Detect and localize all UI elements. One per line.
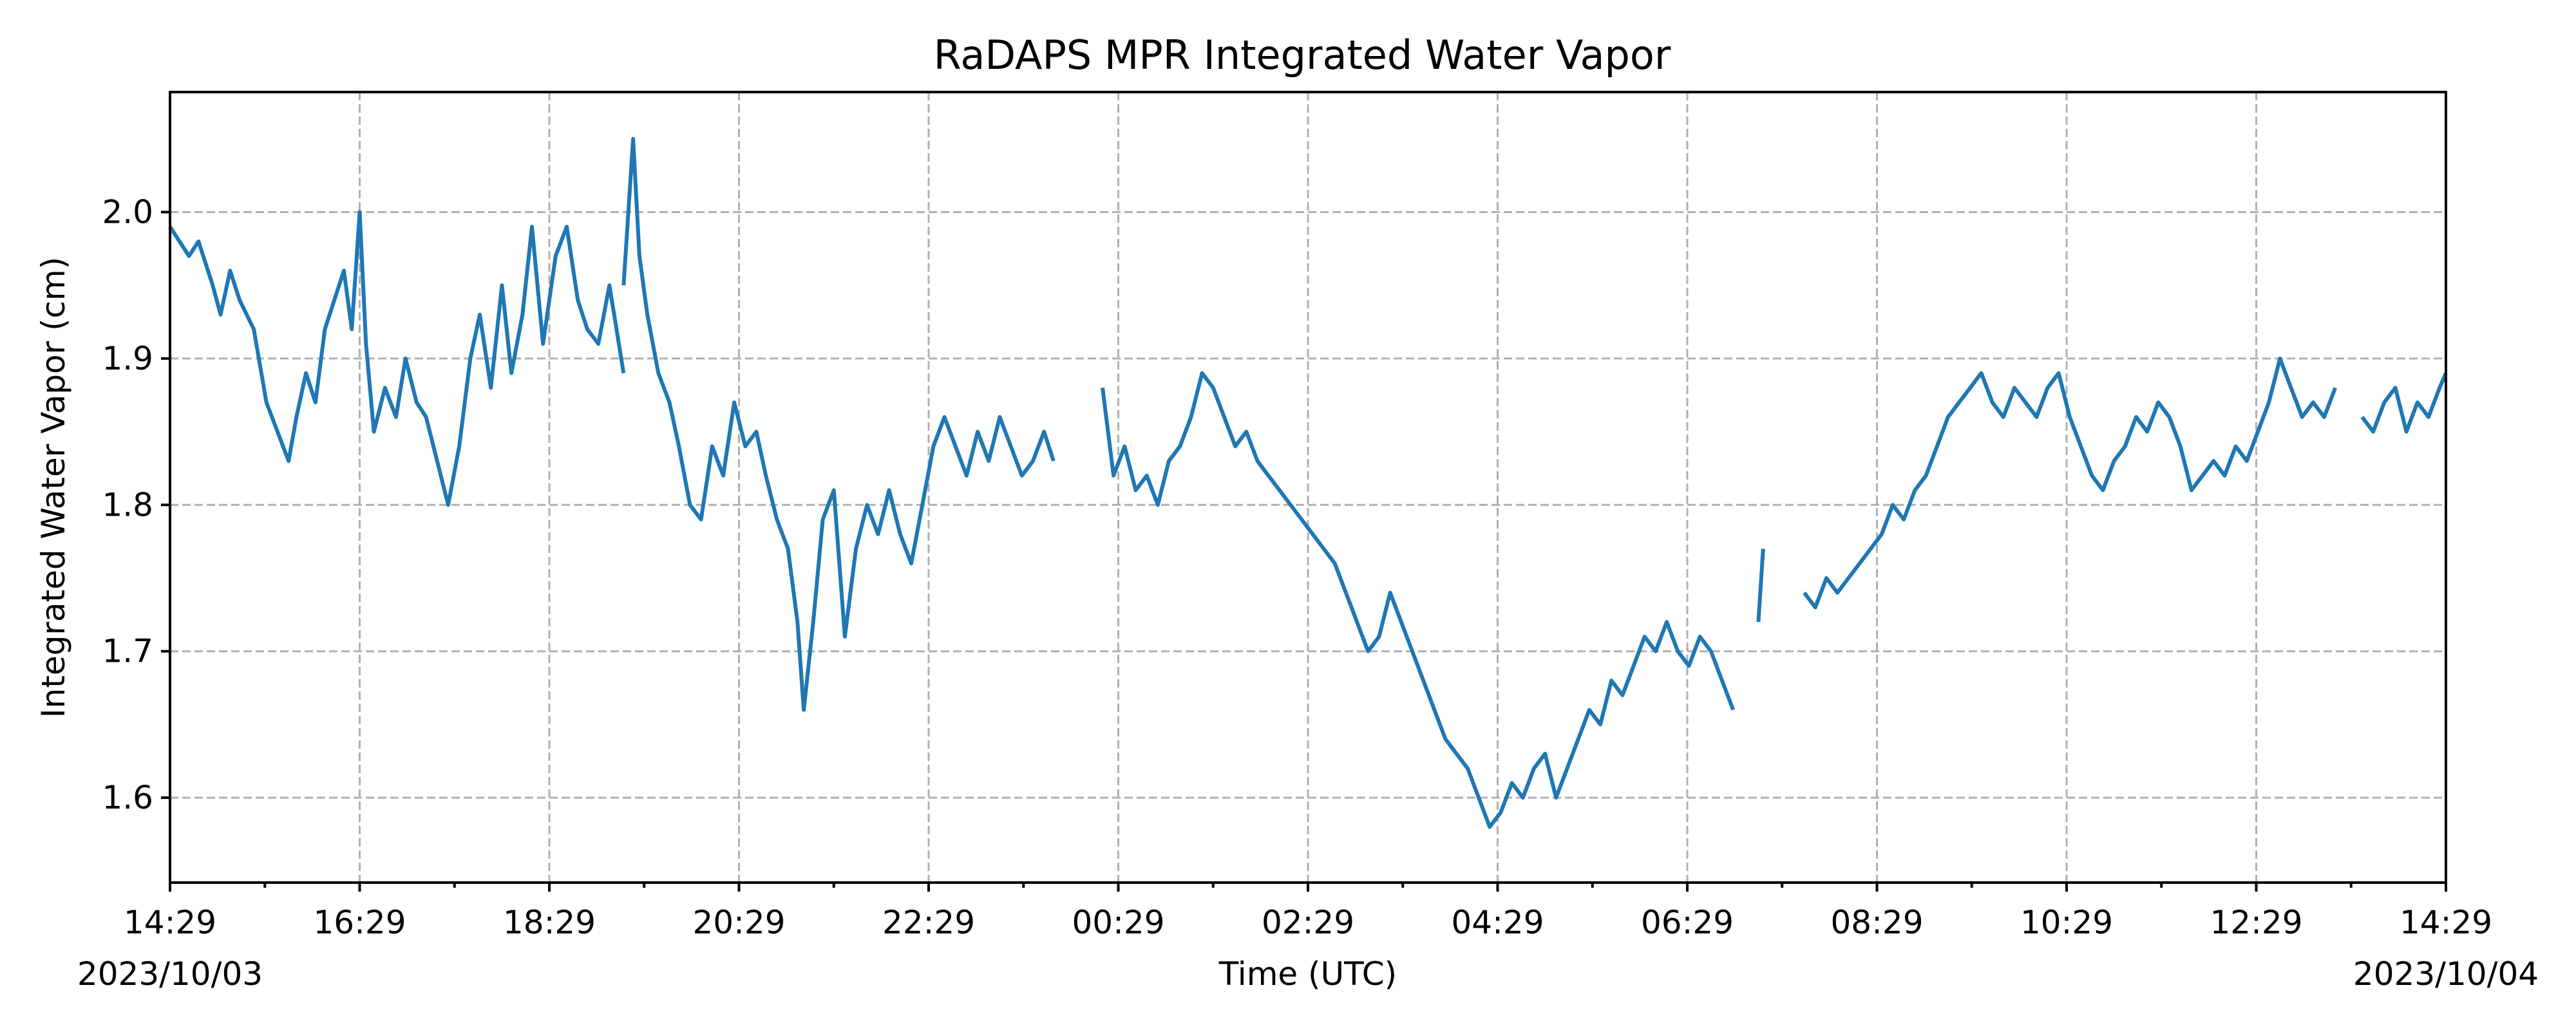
- x-tick-label: 00:29: [1072, 904, 1164, 941]
- x-tick-label: 06:29: [1641, 904, 1734, 941]
- x-tick-label: 12:29: [2210, 904, 2302, 941]
- x-tick-label: 10:29: [2020, 904, 2113, 941]
- series-line-segment: [1803, 356, 2338, 610]
- y-tick-label: 1.6: [102, 779, 153, 816]
- chart-title: RaDAPS MPR Integrated Water Vapor: [934, 32, 1671, 79]
- x-end-date-label: 2023/10/04: [2353, 955, 2539, 993]
- x-tick-label: 02:29: [1262, 904, 1354, 941]
- y-axis-title: Integrated Water Vapor (cm): [35, 257, 72, 718]
- x-tick-label: 16:29: [313, 904, 406, 941]
- x-start-date-label: 2023/10/03: [77, 955, 263, 993]
- x-tick-label: 18:29: [503, 904, 596, 941]
- x-tick-label: 14:29: [2400, 904, 2492, 941]
- x-tick-label: 22:29: [882, 904, 975, 941]
- x-tick-label: 14:29: [124, 904, 216, 941]
- y-tick-label: 1.7: [102, 633, 153, 670]
- series-layer: [168, 136, 2448, 829]
- x-tick-label: 04:29: [1451, 904, 1544, 941]
- y-tick-label: 1.9: [102, 340, 153, 377]
- x-tick-label: 20:29: [692, 904, 785, 941]
- series-line-segment: [2360, 372, 2448, 434]
- series-line-segment: [621, 136, 1056, 712]
- x-tick-label: 08:29: [1830, 904, 1923, 941]
- y-tick-label: 1.8: [102, 486, 153, 523]
- ticks: 14:29 16:29 18:29 20:29 22:29 00:29 02:29 04:29…: [102, 193, 2492, 941]
- y-tick-label: 2.0: [102, 193, 153, 230]
- series-line-segment: [1756, 548, 1765, 623]
- x-axis-title: Time (UTC): [1218, 955, 1397, 993]
- series-line-segment: [168, 210, 626, 507]
- series-line-segment: [1101, 371, 1736, 829]
- grid: [170, 92, 2446, 883]
